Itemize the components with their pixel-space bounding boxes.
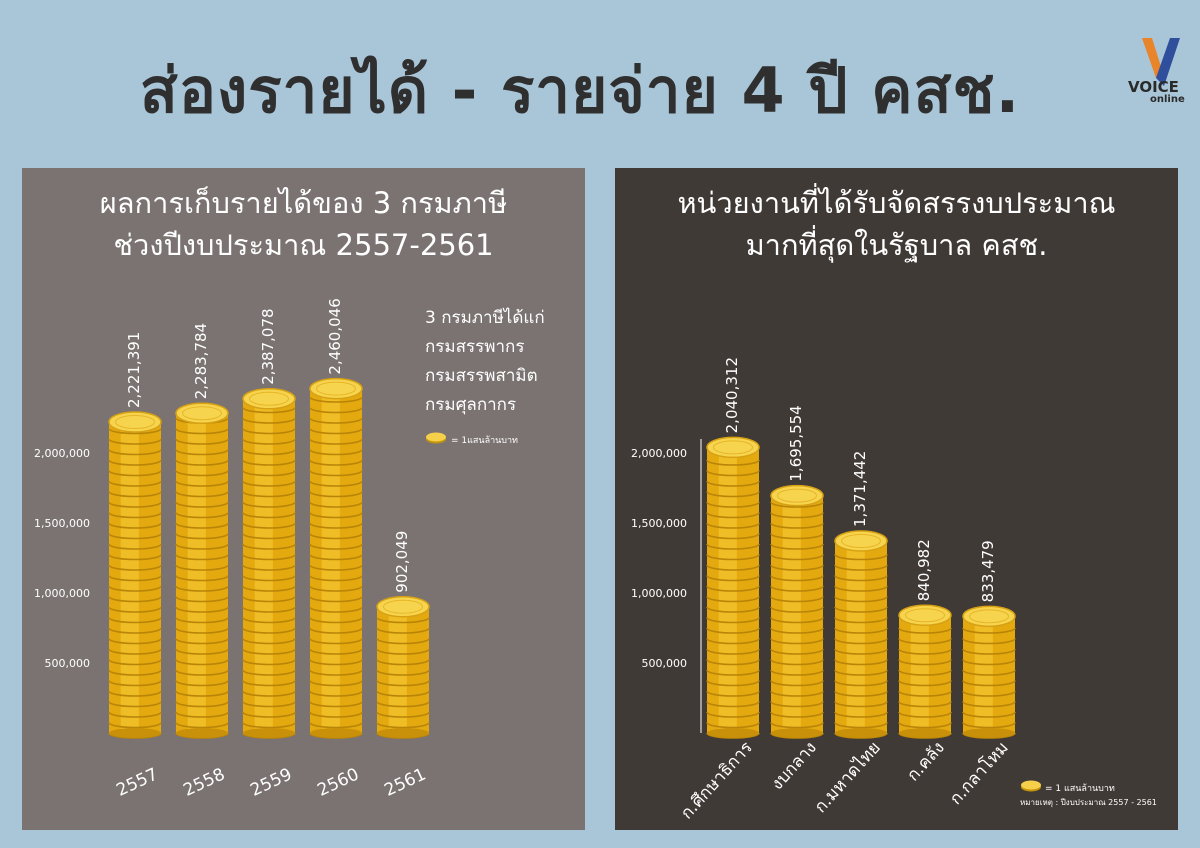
legend-title: 3 กรมภาษีได้แก่ [425,308,545,328]
bar-value-label: 2,460,046 [326,298,344,374]
category-label: ก.คลัง [903,738,949,785]
bar-value-label: 2,387,078 [259,308,277,384]
y-tick-label: 1,000,000 [631,587,687,600]
category-label: งบกลาง [767,738,820,794]
y-tick-label: 2,000,000 [34,447,90,460]
category-label: 2561 [381,764,429,800]
bar-coin-stack [175,402,229,739]
y-tick-label: 1,500,000 [631,517,687,530]
bar-value-label: 2,283,784 [192,323,210,399]
bar-coin-stack [770,484,824,739]
y-tick-label: 500,000 [45,657,91,670]
category-label: 2559 [247,764,295,800]
legend-item-revenue-dept: กรมสรรพากร [425,337,525,357]
bar-value-label: 2,221,391 [125,332,143,408]
bar-value-label: 902,049 [393,531,411,593]
category-label: ก.กลาโหม [945,737,1012,809]
category-label: ก.ศึกษาธิการ [677,738,757,823]
revenue-panel: ผลการเก็บรายได้ของ 3 กรมภาษี ช่วงปีงบประ… [22,168,585,830]
revenue-legend: 3 กรมภาษีได้แก่ กรมสรรพากร กรมสรรพสามิต … [425,304,545,420]
coin-legend-icon [1021,780,1041,792]
coin-legend-note: = 1แสนล้านบาท [451,436,518,446]
revenue-chart: 500,000 1,000,000 1,500,000 2,000,000 2,221,… [34,298,430,801]
category-label: 2560 [314,764,362,800]
bar-coin-stack [834,530,888,739]
bar-coin-stack [898,604,952,739]
coin-legend-icon [426,432,446,444]
bar-coin-stack [108,411,162,739]
y-tick-label: 1,500,000 [34,517,90,530]
bar-value-label: 1,371,442 [851,451,869,527]
coin-legend-note: = 1 แสนล้านบาท [1045,784,1115,794]
bar-coin-stack [962,605,1016,739]
bar-coin-stack [242,388,296,739]
budget-panel-title: หน่วยงานที่ได้รับจัดสรรงบประมาณ มากที่สุ… [615,182,1178,266]
voice-logo-icon [1142,38,1180,86]
revenue-title-line2: ช่วงปีงบประมาณ 2557-2561 [113,228,494,262]
category-label: ก.มหาดไทย [810,737,885,817]
budget-panel: หน่วยงานที่ได้รับจัดสรรงบประมาณ มากที่สุ… [615,168,1178,830]
y-tick-label: 1,000,000 [34,587,90,600]
bar-coin-stack [706,436,760,739]
legend-item-excise-dept: กรมสรรพสามิต [425,366,538,386]
y-tick-label: 2,000,000 [631,447,687,460]
y-tick-label: 500,000 [642,657,688,670]
budget-title-line1: หน่วยงานที่ได้รับจัดสรรงบประมาณ [677,186,1116,220]
legend-item-customs-dept: กรมศุลกากร [425,395,517,415]
revenue-title-line1: ผลการเก็บรายได้ของ 3 กรมภาษี [99,186,508,220]
logo-subtext: online [1150,94,1185,105]
bar-value-label: 833,479 [979,540,997,602]
logo-text: VOICE [1128,78,1179,96]
footnote: หมายเหตุ : ปีงบประมาณ 2557 - 2561 [1020,798,1157,807]
revenue-panel-title: ผลการเก็บรายได้ของ 3 กรมภาษี ช่วงปีงบประ… [22,182,585,266]
category-label: 2557 [113,764,161,800]
bar-value-label: 1,695,554 [787,405,805,481]
bar-value-label: 840,982 [915,539,933,601]
bar-value-label: 2,040,312 [723,357,741,433]
budget-chart: 500,000 1,000,000 1,500,000 2,000,000 2,040,… [631,357,1016,823]
page-title: ส่องรายได้ - รายจ่าย 4 ปี คสช. [139,54,1021,127]
category-label: 2558 [180,764,228,800]
bar-coin-stack [376,595,430,739]
budget-title-line2: มากที่สุดในรัฐบาล คสช. [745,228,1048,262]
bar-coin-stack [309,377,363,739]
